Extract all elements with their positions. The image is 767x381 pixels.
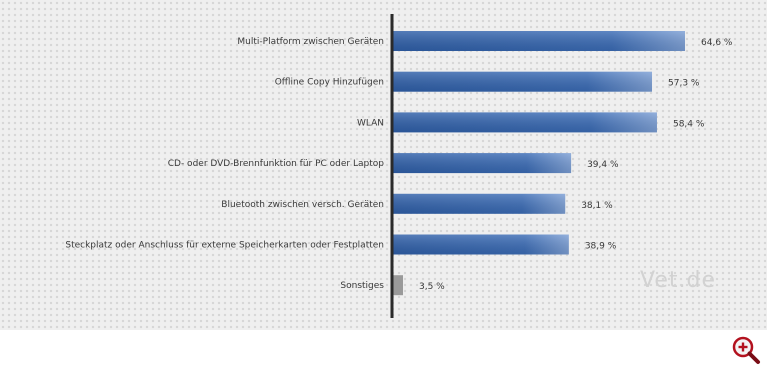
category-label: CD- oder DVD-Brennfunktion für PC oder L… — [168, 159, 385, 169]
bar-group: Multi-Platform zwischen Geräten 64,6 % — [237, 31, 733, 51]
category-label: Steckplatz oder Anschluss für externe Sp… — [65, 241, 384, 251]
watermark-logo: Vet.de — [640, 268, 716, 293]
value-label: 58,4 % — [673, 119, 705, 129]
category-label: Bluetooth zwischen versch. Geräten — [221, 200, 384, 210]
category-label: Multi-Platform zwischen Geräten — [237, 37, 384, 47]
bar-group: Bluetooth zwischen versch. Geräten 38,1 % — [221, 193, 613, 214]
category-label: WLAN — [357, 118, 384, 128]
bar-sheen — [393, 71, 653, 92]
bar-group: CD- oder DVD-Brennfunktion für PC oder L… — [168, 153, 619, 174]
bar-sheen — [393, 153, 572, 174]
bar-group: Steckplatz oder Anschluss für externe Sp… — [65, 234, 617, 255]
category-label: Sonstiges — [340, 281, 384, 291]
bar-group: Offline Copy Hinzufügen 57,3 % — [275, 71, 700, 92]
value-label: 64,6 % — [701, 38, 733, 48]
value-label: 38,9 % — [585, 242, 617, 252]
bar-chart: Multi-Platform zwischen Geräten 64,6 % Off… — [65, 14, 733, 318]
bar — [393, 275, 403, 296]
bar-sheen — [393, 234, 569, 255]
bar-group: Sonstiges 3,5 % — [340, 275, 445, 296]
bars-layer: Multi-Platform zwischen Geräten 64,6 % Off… — [65, 31, 733, 296]
chart-panel: Multi-Platform zwischen Geräten 64,6 % Off… — [0, 0, 767, 330]
zoom-in-icon — [732, 336, 760, 364]
zoom-in-button[interactable] — [731, 335, 761, 365]
value-label: 39,4 % — [587, 160, 619, 170]
value-label: 38,1 % — [581, 201, 613, 211]
value-label: 3,5 % — [419, 282, 445, 292]
value-label: 57,3 % — [668, 79, 700, 89]
bar-sheen — [393, 31, 685, 51]
category-label: Offline Copy Hinzufügen — [275, 78, 384, 88]
bar-sheen — [393, 193, 566, 214]
bar-sheen — [393, 112, 657, 133]
bar-group: WLAN 58,4 % — [357, 112, 705, 133]
